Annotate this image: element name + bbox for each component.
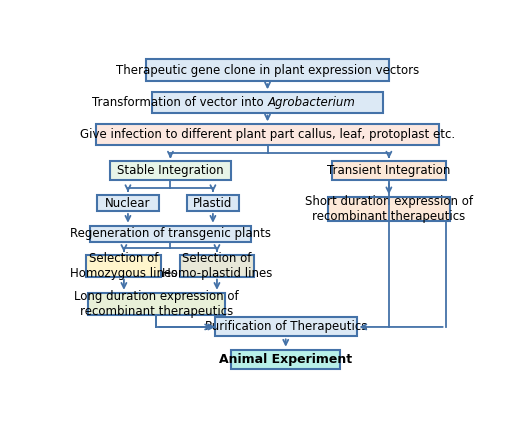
FancyBboxPatch shape	[90, 226, 252, 242]
Text: Selection of
Homozygous lines: Selection of Homozygous lines	[70, 252, 177, 280]
Text: Regeneration of transgenic plants: Regeneration of transgenic plants	[70, 227, 271, 240]
Text: Stable Integration: Stable Integration	[117, 164, 224, 178]
Text: Agrobacterium: Agrobacterium	[267, 96, 355, 109]
FancyBboxPatch shape	[180, 255, 254, 276]
FancyBboxPatch shape	[146, 59, 389, 81]
FancyBboxPatch shape	[88, 293, 225, 315]
Text: Animal Experiment: Animal Experiment	[219, 353, 352, 366]
Text: Purification of Therapeutics: Purification of Therapeutics	[205, 321, 367, 333]
FancyBboxPatch shape	[96, 124, 440, 145]
FancyBboxPatch shape	[231, 350, 340, 369]
Text: Short duration expression of
recombinant therapeutics: Short duration expression of recombinant…	[305, 195, 473, 223]
Text: Selection of
Homo-plastid lines: Selection of Homo-plastid lines	[162, 252, 272, 280]
Text: Transient Integration: Transient Integration	[327, 164, 450, 178]
FancyBboxPatch shape	[152, 92, 383, 113]
Text: Long duration expression of
recombinant therapeutics: Long duration expression of recombinant …	[74, 290, 239, 318]
FancyBboxPatch shape	[215, 318, 357, 336]
FancyBboxPatch shape	[328, 197, 449, 220]
FancyBboxPatch shape	[187, 195, 239, 211]
Text: Plastid: Plastid	[193, 196, 233, 210]
FancyBboxPatch shape	[97, 195, 159, 211]
Text: Therapeutic gene clone in plant expression vectors: Therapeutic gene clone in plant expressi…	[116, 64, 419, 77]
FancyBboxPatch shape	[110, 161, 231, 181]
Text: Transformation of vector into: Transformation of vector into	[92, 96, 267, 109]
Text: Nuclear: Nuclear	[105, 196, 151, 210]
Text: Give infection to different plant part callus, leaf, protoplast etc.: Give infection to different plant part c…	[80, 128, 455, 141]
FancyBboxPatch shape	[87, 255, 161, 276]
FancyBboxPatch shape	[333, 161, 446, 181]
